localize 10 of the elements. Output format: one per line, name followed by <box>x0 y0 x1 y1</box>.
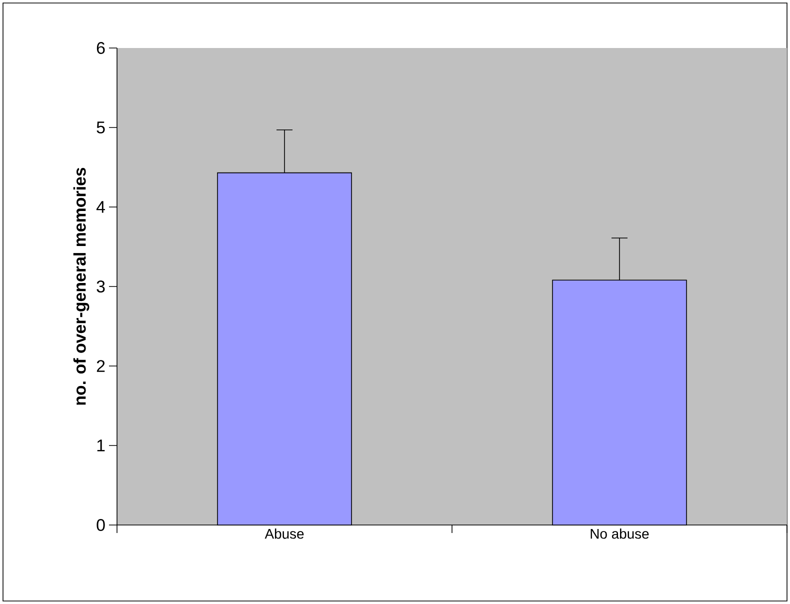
y-tick-label: 4 <box>96 201 105 213</box>
y-tick-label: 2 <box>96 360 105 372</box>
y-tick-label: 3 <box>96 280 105 292</box>
y-axis-title: no. of over-general memories <box>73 168 90 405</box>
y-tick-label: 6 <box>96 42 105 54</box>
y-tick-label: 5 <box>96 122 105 134</box>
y-tick-label: 0 <box>96 518 105 531</box>
x-tick-label: Abuse <box>264 528 304 539</box>
x-tick-label: No abuse <box>590 528 649 539</box>
y-tick-label: 1 <box>97 440 105 452</box>
